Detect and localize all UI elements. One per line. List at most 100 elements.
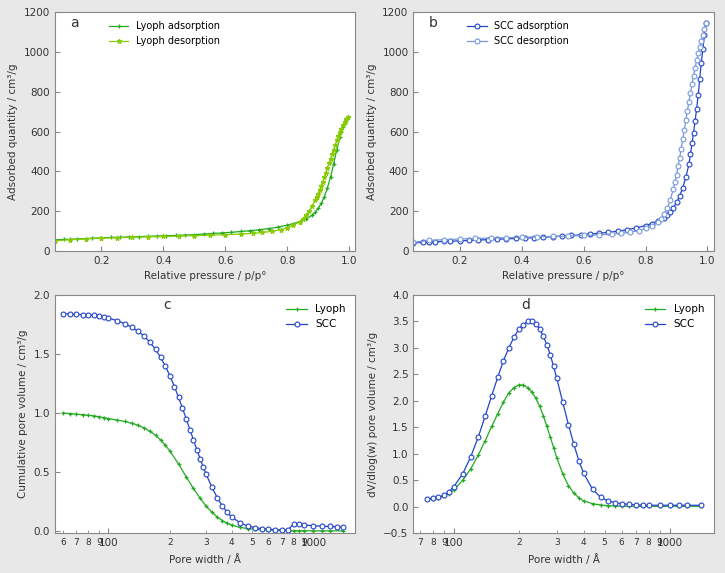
Lyoph (618, 503, 626, 509)
SCC (244, 523, 252, 529)
SCC (499, 357, 507, 364)
SCC (487, 392, 496, 399)
Lyoph (579, 497, 588, 504)
Lyoph adsorption (343, 114, 352, 121)
SCC (481, 413, 489, 419)
SCC (333, 523, 341, 530)
SCC (152, 346, 160, 353)
SCC (84, 312, 93, 319)
Line: SCC adsorption: SCC adsorption (411, 20, 708, 245)
Lyoph (450, 486, 458, 493)
Lyoph (223, 520, 231, 527)
Lyoph (166, 448, 175, 455)
SCC (264, 526, 273, 533)
SCC (309, 522, 318, 529)
Lyoph (574, 494, 583, 501)
Lyoph (499, 398, 507, 405)
SCC (638, 502, 647, 509)
Lyoph adsorption (311, 209, 320, 216)
SCC (192, 446, 201, 453)
SCC (78, 311, 87, 318)
SCC desorption (697, 37, 705, 44)
Lyoph (294, 527, 303, 534)
SCC (523, 318, 532, 325)
Lyoph adsorption (144, 233, 152, 240)
Lyoph adsorption (246, 227, 254, 234)
Lyoph (264, 527, 273, 533)
Lyoph adsorption (51, 237, 59, 244)
Lyoph (638, 503, 647, 510)
X-axis label: Pore width / Å: Pore width / Å (169, 554, 241, 564)
SCC (104, 315, 112, 321)
Lyoph adsorption (295, 218, 304, 225)
Lyoph desorption (221, 231, 230, 238)
SCC (604, 497, 613, 504)
Lyoph (128, 420, 136, 427)
Lyoph (481, 437, 489, 444)
SCC adsorption (455, 237, 464, 244)
SCC adsorption (691, 117, 700, 124)
Lyoph desorption (314, 190, 323, 197)
SCC adsorption (641, 222, 650, 229)
SCC adsorption (697, 60, 705, 66)
SCC desorption (666, 196, 675, 203)
X-axis label: Pore width / Å: Pore width / Å (528, 554, 600, 564)
Lyoph (161, 442, 170, 449)
Legend: Lyoph, SCC: Lyoph, SCC (640, 300, 708, 333)
Lyoph desorption (289, 222, 298, 229)
SCC (213, 494, 222, 501)
Lyoph adsorption (190, 231, 199, 238)
Lyoph desorption (329, 146, 338, 153)
SCC (318, 523, 326, 529)
Y-axis label: Adsorbed quantity / cm³/g: Adsorbed quantity / cm³/g (367, 63, 377, 200)
SCC (270, 526, 279, 533)
Lyoph (514, 382, 523, 388)
Lyoph desorption (268, 228, 276, 235)
Line: Lyoph adsorption: Lyoph adsorption (53, 115, 350, 242)
Lyoph (474, 452, 483, 458)
SCC (120, 320, 129, 327)
Lyoph adsorption (153, 233, 162, 240)
SCC adsorption (484, 236, 492, 243)
Lyoph (78, 411, 87, 418)
SCC desorption (471, 235, 480, 242)
SCC desorption (694, 50, 703, 57)
SCC (339, 524, 348, 531)
SCC adsorption (418, 239, 427, 246)
SCC desorption (695, 44, 704, 50)
SCC adsorption (474, 237, 483, 244)
SCC (236, 520, 244, 527)
Text: d: d (521, 298, 530, 312)
Lyoph adsorption (236, 228, 245, 235)
Lyoph (597, 501, 605, 508)
SCC adsorption (675, 193, 684, 199)
Lyoph (645, 503, 653, 510)
Lyoph (228, 521, 236, 528)
Lyoph (207, 509, 216, 516)
SCC (474, 433, 483, 440)
Lyoph (604, 503, 613, 509)
Lyoph (152, 432, 160, 439)
SCC (65, 311, 74, 317)
SCC (186, 426, 194, 433)
Lyoph desorption (334, 133, 343, 140)
Lyoph adsorption (97, 234, 106, 241)
Lyoph (519, 382, 528, 388)
Lyoph adsorption (116, 234, 125, 241)
Lyoph (318, 527, 326, 534)
SCC (458, 470, 467, 477)
Lyoph (458, 477, 467, 484)
Lyoph desorption (323, 164, 332, 171)
SCC desorption (698, 31, 707, 38)
Lyoph desorption (144, 233, 152, 240)
SCC (257, 525, 266, 532)
Lyoph (564, 482, 573, 489)
Lyoph (487, 423, 496, 430)
Lyoph adsorption (326, 174, 335, 180)
SCC (655, 502, 664, 509)
Lyoph adsorption (323, 184, 332, 191)
Legend: Lyoph adsorption, Lyoph desorption: Lyoph adsorption, Lyoph desorption (105, 17, 224, 50)
SCC desorption (594, 231, 603, 238)
Lyoph desorption (320, 174, 328, 180)
SCC desorption (607, 231, 616, 238)
